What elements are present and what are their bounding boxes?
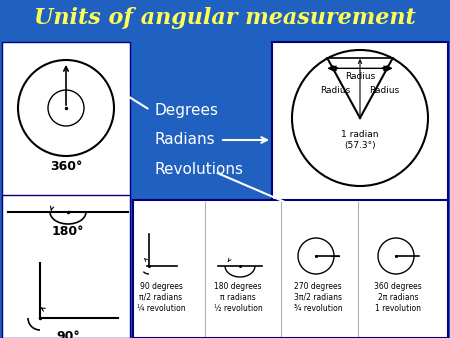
Text: π radians: π radians (220, 293, 256, 302)
Text: Revolutions: Revolutions (155, 163, 244, 177)
Text: ¼ revolution: ¼ revolution (137, 304, 185, 313)
Text: ½ revolution: ½ revolution (214, 304, 262, 313)
Text: 1 revolution: 1 revolution (375, 304, 421, 313)
Text: 180 degrees: 180 degrees (214, 282, 262, 291)
Text: 2π radians: 2π radians (378, 293, 418, 302)
Text: 90°: 90° (56, 330, 80, 338)
Text: 90 degrees: 90 degrees (140, 282, 182, 291)
Text: Radius: Radius (345, 72, 375, 81)
Text: Radius: Radius (320, 86, 351, 95)
Text: 360°: 360° (50, 160, 82, 172)
Text: Units of angular measurement: Units of angular measurement (34, 7, 416, 29)
Text: Degrees: Degrees (155, 102, 219, 118)
Text: 1 radian
(57.3°): 1 radian (57.3°) (341, 130, 379, 150)
Bar (133, 200, 448, 338)
Bar (2, 195, 130, 338)
Text: 360 degrees: 360 degrees (374, 282, 422, 291)
Bar (2, 42, 130, 202)
Text: π/2 radians: π/2 radians (140, 293, 183, 302)
Bar (272, 42, 448, 207)
Text: Radius: Radius (369, 86, 400, 95)
Text: 180°: 180° (52, 225, 84, 238)
Text: ¾ revolution: ¾ revolution (294, 304, 342, 313)
Text: Radians: Radians (155, 132, 216, 147)
Text: 3π/2 radians: 3π/2 radians (294, 293, 342, 302)
Text: 270 degrees: 270 degrees (294, 282, 342, 291)
